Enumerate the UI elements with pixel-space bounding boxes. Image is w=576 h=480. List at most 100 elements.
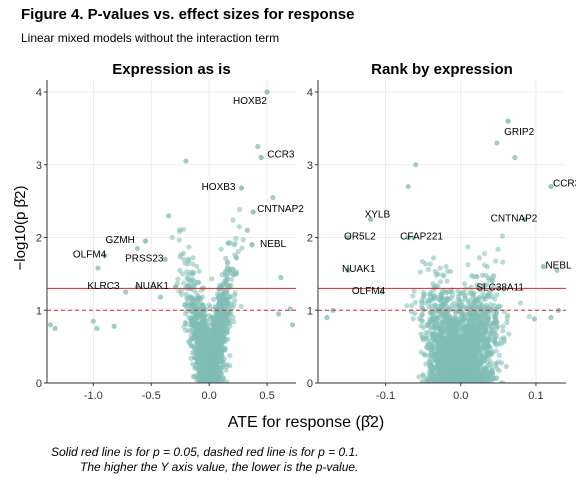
data-point [475, 362, 481, 368]
data-point [232, 290, 238, 296]
data-point [420, 335, 426, 341]
data-point [466, 338, 472, 344]
data-point [480, 359, 486, 365]
data-point [454, 353, 460, 360]
data-point [500, 323, 506, 329]
data-point [223, 330, 229, 337]
data-point [196, 348, 202, 354]
data-point [202, 365, 209, 371]
data-point [468, 307, 474, 313]
data-point [94, 325, 100, 332]
data-point [450, 318, 457, 324]
data-point [430, 255, 437, 261]
data-point [157, 294, 164, 300]
data-point [237, 206, 243, 213]
data-point [215, 314, 221, 320]
data-point [446, 316, 452, 322]
data-point [410, 293, 416, 299]
data-point [111, 323, 117, 329]
highlighted-point [345, 234, 351, 241]
data-point [179, 271, 186, 277]
data-point [478, 311, 484, 318]
data-point [219, 364, 225, 371]
data-point [434, 314, 440, 320]
data-point [481, 323, 488, 330]
data-point [430, 281, 436, 287]
x-tick-label: -0.1 [376, 390, 395, 402]
data-point [501, 335, 507, 341]
data-point [504, 315, 510, 321]
data-point [182, 301, 188, 308]
data-point [420, 294, 427, 301]
data-point [185, 283, 191, 289]
data-point [226, 268, 233, 275]
data-point [190, 261, 196, 267]
figure-title: Figure 4. P-values vs. effect sizes for … [21, 6, 355, 23]
data-point [223, 315, 229, 321]
data-point [209, 276, 215, 282]
data-point [470, 321, 476, 327]
data-point [183, 291, 189, 297]
x-tick-label: 0.0 [453, 390, 468, 402]
data-point [169, 234, 175, 241]
gene-label: OLFM4 [352, 286, 386, 297]
data-point [459, 322, 465, 328]
data-point [210, 348, 216, 354]
caption-line-1: Solid red line is for p = 0.05, dashed r… [51, 445, 359, 459]
x-tick-label: 0.0 [201, 390, 216, 402]
y-tick-label: 2 [307, 233, 313, 245]
gene-label: CCR3 [267, 149, 295, 160]
data-point [427, 376, 433, 382]
data-point [445, 375, 451, 381]
data-point [232, 270, 239, 277]
data-point [199, 357, 205, 364]
gene-label: CFAP221 [400, 232, 443, 243]
data-point [195, 360, 201, 366]
data-point [484, 316, 490, 322]
gene-label: HOXB3 [202, 182, 236, 193]
x-tick-label: -1.0 [84, 390, 103, 402]
data-point [177, 227, 183, 233]
data-point [487, 320, 493, 327]
data-point [462, 295, 468, 302]
data-point [225, 240, 231, 246]
data-point [278, 274, 284, 281]
data-point [417, 269, 423, 275]
data-point [437, 335, 443, 341]
data-point [224, 361, 230, 368]
data-point [208, 343, 214, 349]
data-point [483, 379, 489, 383]
data-point [493, 348, 499, 354]
data-point [459, 349, 466, 355]
data-point [461, 281, 468, 287]
data-point [476, 295, 482, 301]
data-point [471, 299, 477, 305]
highlighted-point [540, 264, 547, 270]
data-point [482, 329, 488, 335]
data-point [503, 363, 509, 370]
data-point [196, 279, 202, 286]
data-point [458, 338, 464, 345]
y-tick-label: 3 [307, 160, 313, 172]
data-point [186, 244, 192, 250]
data-point [230, 217, 236, 223]
data-point [404, 303, 410, 309]
highlighted-point [522, 216, 528, 222]
data-point [447, 324, 454, 330]
data-point [419, 258, 426, 265]
data-point [427, 261, 433, 267]
data-point [475, 339, 481, 346]
data-point [181, 226, 187, 232]
data-point [227, 353, 233, 359]
highlighted-point [505, 118, 511, 124]
data-point [178, 291, 185, 298]
panel-title: Expression as is [112, 61, 230, 78]
data-point [421, 352, 428, 358]
gene-label: NUAK1 [342, 264, 376, 275]
data-point [418, 331, 424, 337]
data-point [236, 224, 243, 230]
data-point [210, 358, 217, 364]
data-point [123, 289, 129, 295]
data-point [498, 380, 504, 383]
gene-label: CNTNAP2 [491, 213, 538, 224]
